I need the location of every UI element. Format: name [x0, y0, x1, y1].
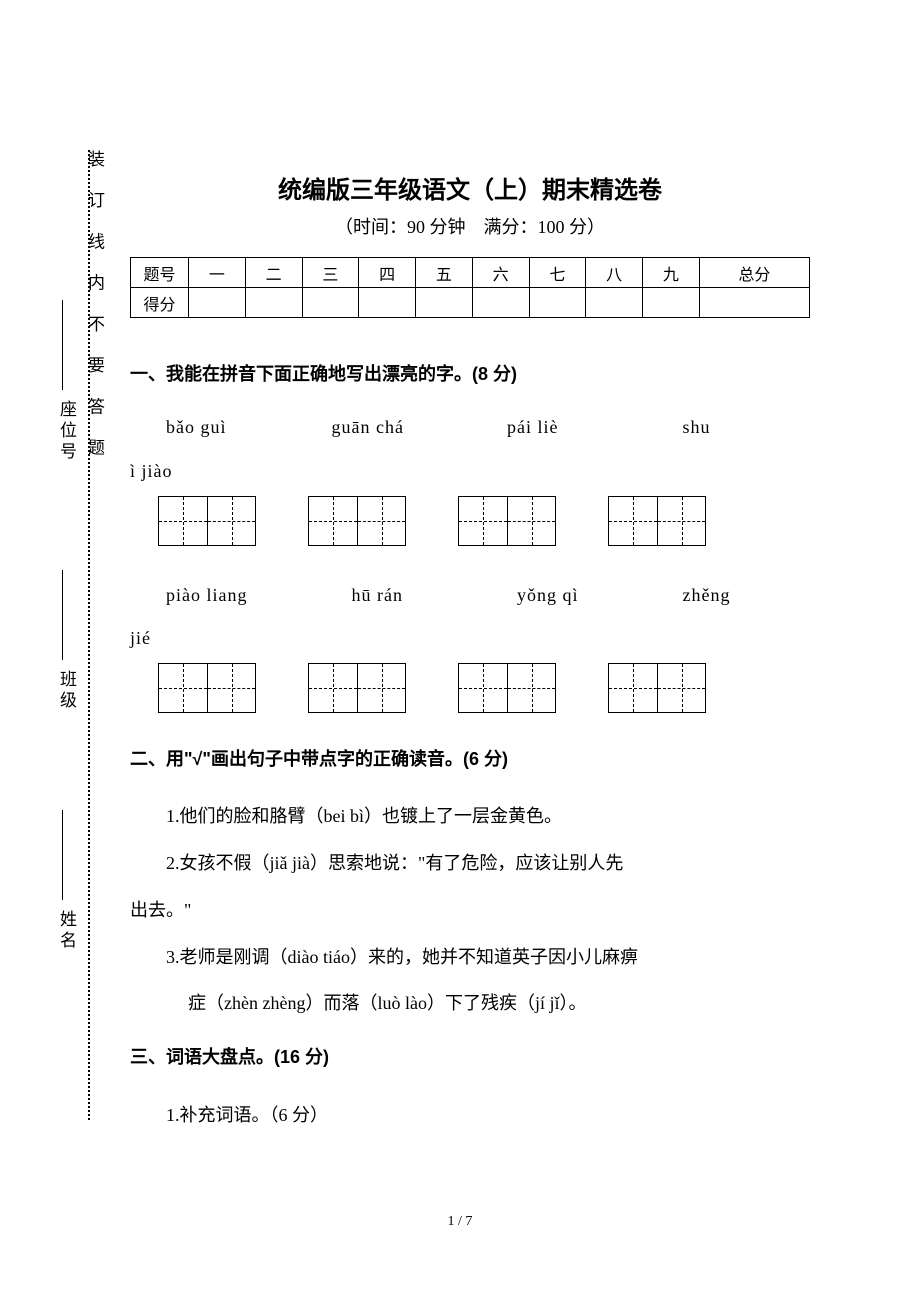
label-seat: 座位号	[54, 400, 79, 463]
q3-line-1: 1.补充词语。（6 分）	[130, 1092, 810, 1139]
line-seat	[62, 300, 63, 390]
th: 二	[245, 258, 302, 288]
line-name	[62, 810, 63, 900]
page-number: 1 / 7	[0, 1214, 920, 1230]
th: 七	[529, 258, 586, 288]
pinyin: shu	[683, 408, 711, 448]
pinyin: piào liang	[166, 576, 346, 616]
pinyin: guān chá	[332, 408, 502, 448]
writing-box-row-2	[130, 663, 810, 713]
td	[245, 288, 302, 318]
q2-line-3: 3.老师是刚调（diào tiáo）来的，她并不知道英子因小儿麻痹	[130, 934, 810, 981]
th: 五	[416, 258, 473, 288]
pinyin-row-1b: ì jiào	[130, 452, 810, 492]
td	[302, 288, 359, 318]
label-name: 姓名	[54, 910, 79, 952]
line-class	[62, 570, 63, 660]
writing-box	[158, 496, 256, 546]
writing-box	[308, 663, 406, 713]
page-subtitle: （时间：90 分钟 满分：100 分）	[130, 213, 810, 239]
td	[699, 288, 809, 318]
writing-box	[608, 663, 706, 713]
th: 总分	[699, 258, 809, 288]
q2-line-1: 1.他们的脸和胳臂（bei bì）也镀上了一层金黄色。	[130, 793, 810, 840]
writing-box-row-1	[130, 496, 810, 546]
pinyin: hū rán	[352, 576, 512, 616]
writing-box	[458, 663, 556, 713]
page-content: 统编版三年级语文（上）期末精选卷 （时间：90 分钟 满分：100 分） 题号 …	[130, 170, 810, 1138]
section-1-heading: 一、我能在拼音下面正确地写出漂亮的字。(8 分)	[130, 358, 810, 390]
score-table: 题号 一 二 三 四 五 六 七 八 九 总分 得分	[130, 257, 810, 318]
th: 题号	[131, 258, 189, 288]
page-title: 统编版三年级语文（上）期末精选卷	[130, 170, 810, 205]
pinyin: zhěng	[683, 576, 731, 616]
th: 四	[359, 258, 416, 288]
td	[416, 288, 473, 318]
th: 八	[586, 258, 643, 288]
q2-line-2: 2.女孩不假（jiǎ jià）思索地说："有了危险，应该让别人先	[130, 840, 810, 887]
binding-gutter: 装 订 线 内 不 要 答 题	[88, 150, 90, 1120]
pinyin: bǎo guì	[166, 408, 326, 448]
td	[359, 288, 416, 318]
pinyin: pái liè	[507, 408, 677, 448]
th: 一	[189, 258, 246, 288]
table-row: 得分	[131, 288, 810, 318]
writing-box	[608, 496, 706, 546]
td	[472, 288, 529, 318]
td	[643, 288, 700, 318]
th: 六	[472, 258, 529, 288]
gutter-text: 装 订 线 内 不 要 答 题	[82, 150, 107, 466]
td	[189, 288, 246, 318]
writing-box	[308, 496, 406, 546]
writing-box	[158, 663, 256, 713]
pinyin-row-2: piào liang hū rán yǒng qì zhěng	[130, 576, 810, 616]
writing-box	[458, 496, 556, 546]
th: 九	[643, 258, 700, 288]
pinyin-row-2b: jié	[130, 619, 810, 659]
pinyin-row-1: bǎo guì guān chá pái liè shu	[130, 408, 810, 448]
th: 三	[302, 258, 359, 288]
q2-line-3b: 症（zhèn zhèng）而落（luò lào）下了残疾（jí jǐ）。	[130, 980, 810, 1027]
td	[529, 288, 586, 318]
td: 得分	[131, 288, 189, 318]
q2-line-2b: 出去。"	[130, 887, 810, 934]
section-2-heading: 二、用"√"画出句子中带点字的正确读音。(6 分)	[130, 743, 810, 775]
label-class: 班级	[54, 670, 79, 712]
table-row: 题号 一 二 三 四 五 六 七 八 九 总分	[131, 258, 810, 288]
pinyin: yǒng qì	[517, 576, 677, 616]
section-3-heading: 三、词语大盘点。(16 分)	[130, 1041, 810, 1073]
td	[586, 288, 643, 318]
